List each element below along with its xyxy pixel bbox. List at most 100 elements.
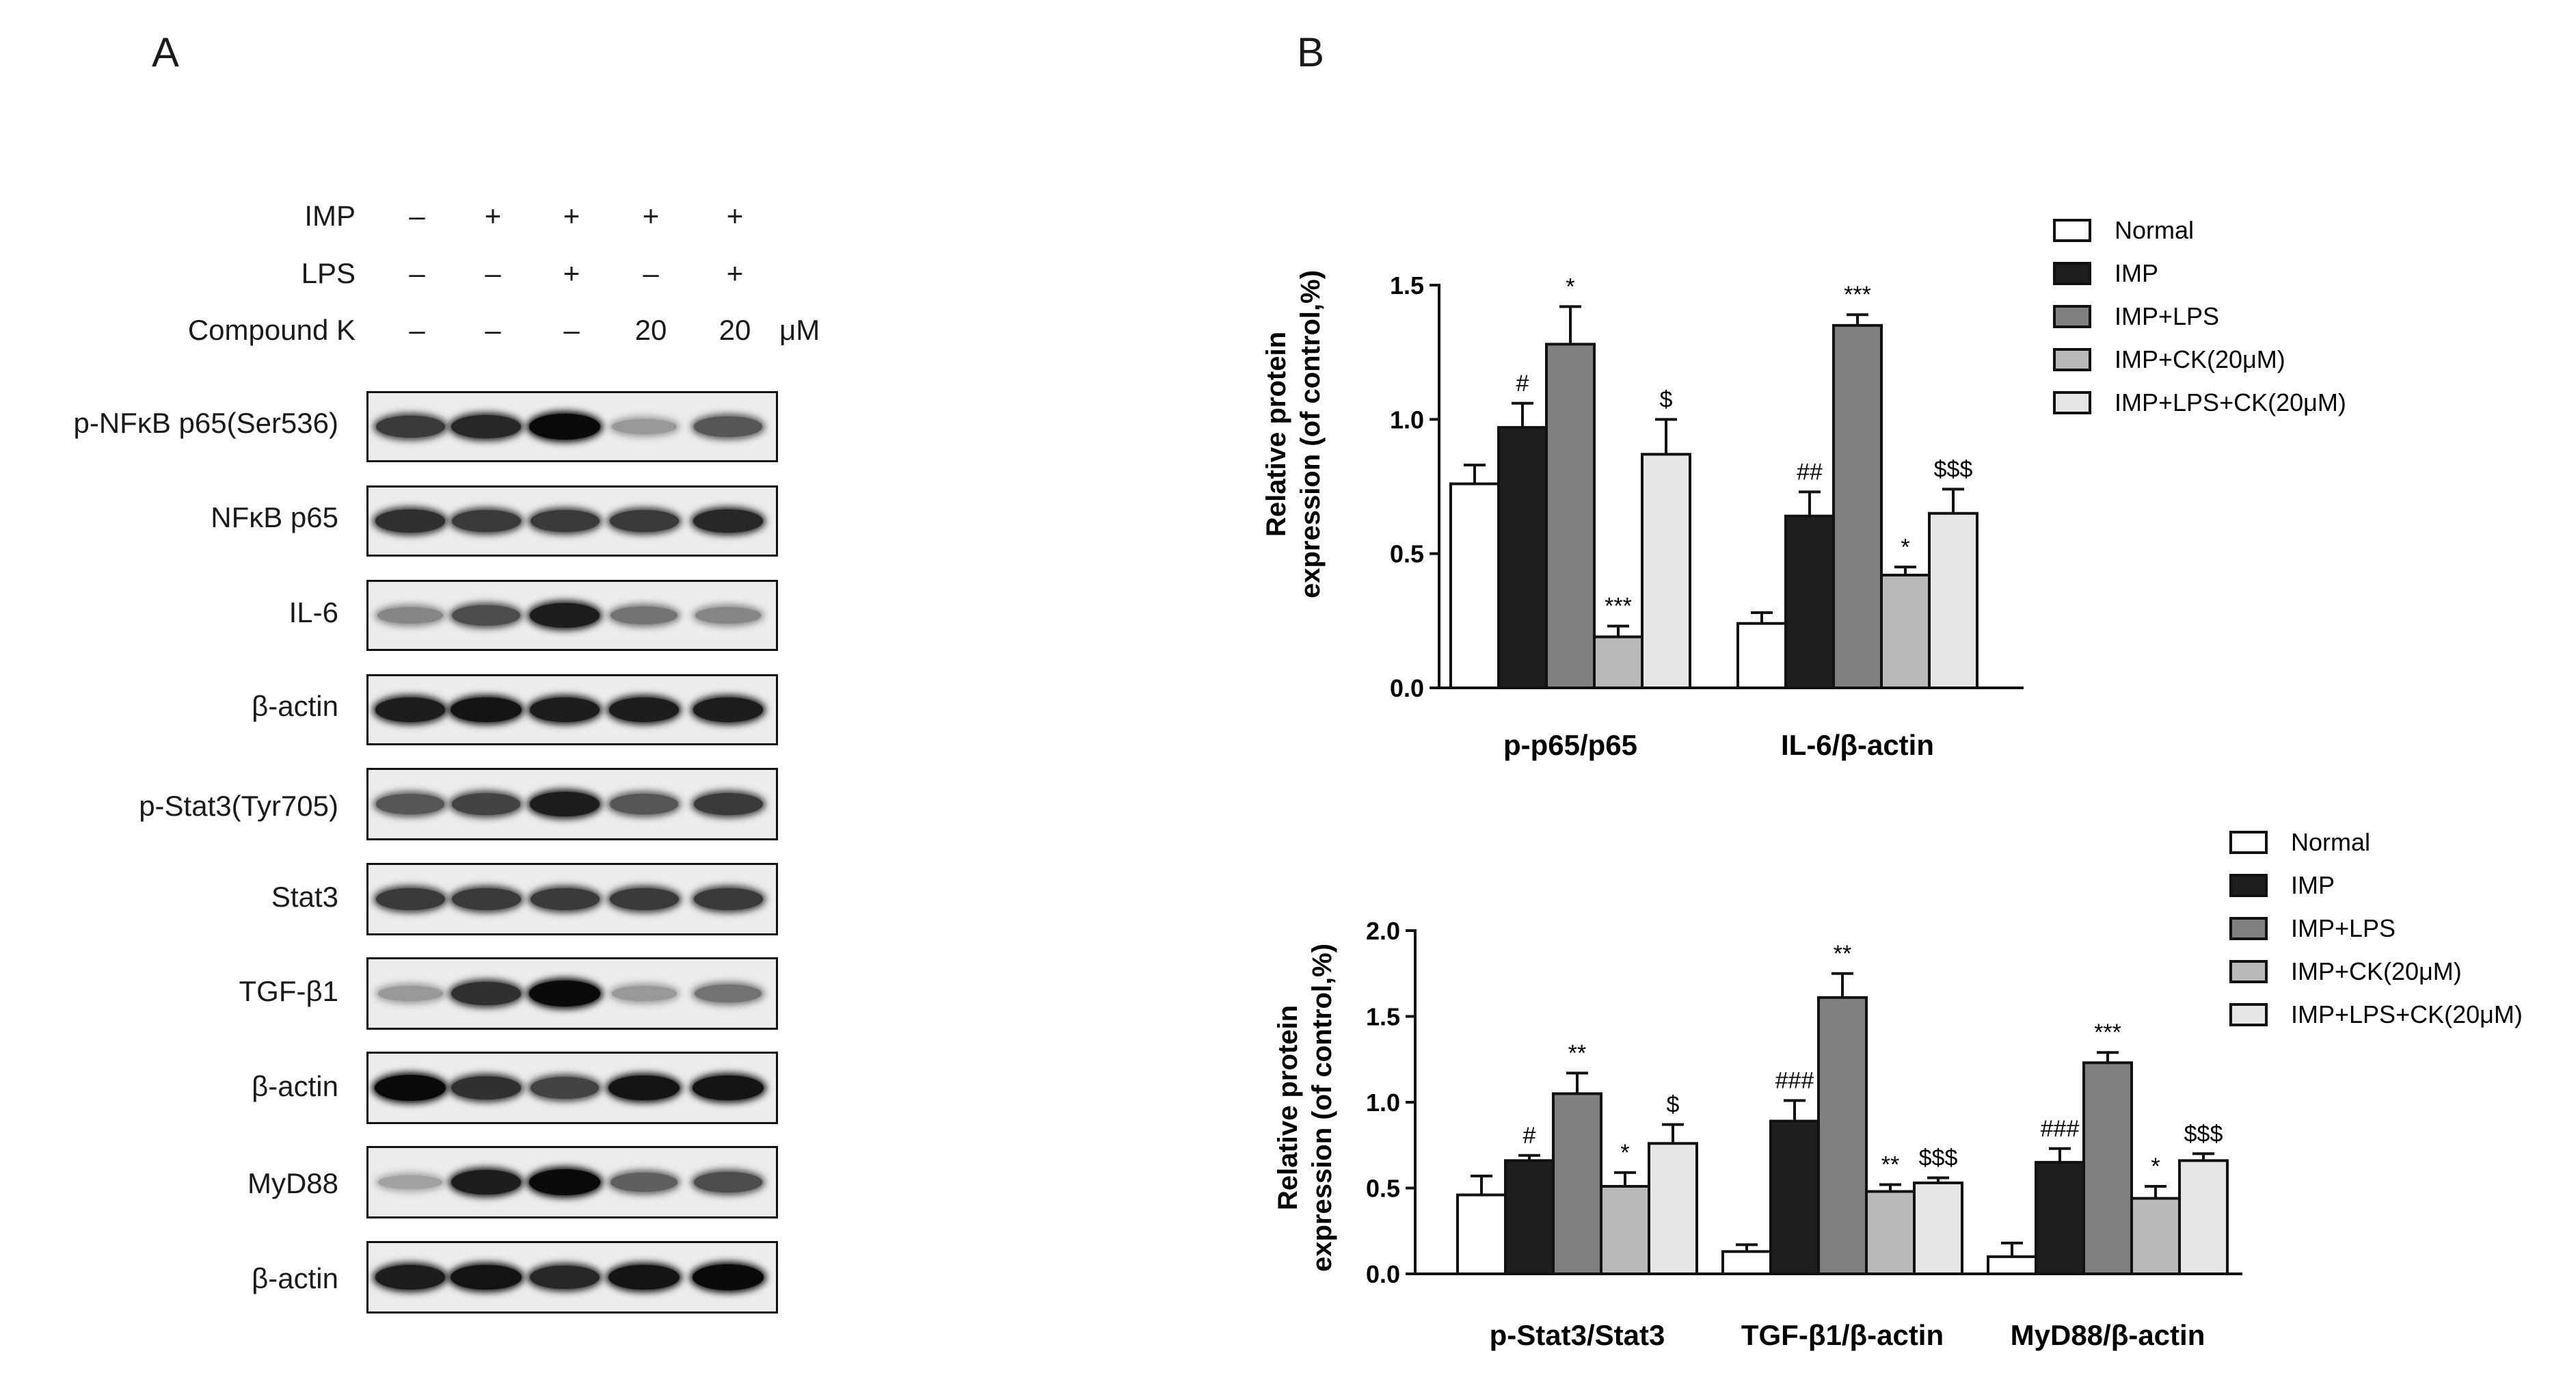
bar (1545, 343, 1596, 690)
blot-band (377, 986, 443, 1001)
blot-band (694, 1171, 762, 1193)
blot-label: p-Stat3(Tyr705) (139, 790, 338, 822)
significance-mark: ### (2041, 1116, 2080, 1142)
blot-strip (366, 957, 778, 1030)
blot-band (693, 1264, 764, 1290)
bar (1593, 635, 1643, 689)
blot-band (529, 1169, 600, 1195)
blot-band (694, 416, 762, 437)
blot-band (611, 986, 677, 1001)
blot-band (611, 419, 677, 434)
significance-mark: # (1523, 1123, 1536, 1149)
legend-swatch (2229, 917, 2268, 940)
blot-band (375, 415, 445, 438)
blot-strip (366, 580, 778, 651)
blot-strip (366, 863, 778, 935)
y-tick-label: 1.0 (1390, 405, 1424, 434)
blot-band (451, 793, 521, 815)
significance-mark: ### (1775, 1067, 1814, 1093)
blot-band (451, 697, 522, 723)
bar (1832, 323, 1883, 689)
legend-label: IMP (2115, 259, 2158, 287)
blot-band (695, 985, 762, 1002)
bar (1987, 1255, 2037, 1276)
y-tick-label: 0.5 (1366, 1175, 1400, 1203)
legend-swatch (2053, 262, 2091, 285)
significance-mark: *** (1844, 282, 1871, 308)
bar (1928, 511, 1978, 689)
bar (1497, 426, 1548, 689)
legend-label: Normal (2115, 216, 2194, 244)
blot-band (451, 1170, 522, 1195)
condition-sign: – (485, 257, 501, 289)
significance-mark: $$$ (1934, 456, 1973, 482)
blot-label: NFκB p65 (211, 501, 338, 533)
blot-band (530, 1077, 600, 1099)
condition-sign: 20 (634, 314, 667, 346)
blot-label: p-NFκB p65(Ser536) (73, 407, 339, 439)
bar (1784, 514, 1835, 689)
significance-mark: ** (1834, 941, 1851, 967)
legend-label: IMP+LPS+CK(20μM) (2291, 1000, 2523, 1028)
blot-band (452, 604, 520, 626)
bar (1504, 1159, 1555, 1275)
significance-mark: $ (1660, 386, 1673, 412)
blot-label: IL-6 (289, 596, 338, 628)
bar (1769, 1119, 1820, 1275)
blot-band (529, 697, 600, 722)
blot-label: MyD88 (247, 1167, 338, 1199)
legend-label: IMP (2291, 871, 2335, 899)
significance-mark: $$$ (1919, 1145, 1958, 1171)
legend-label: IMP+CK(20μM) (2115, 345, 2285, 373)
condition-sign: + (484, 200, 502, 232)
blot-band (693, 792, 763, 816)
blot-band (377, 1175, 443, 1190)
significance-mark: *** (1605, 594, 1632, 619)
condition-sign: – (409, 200, 425, 232)
blot-band (375, 509, 445, 533)
condition-sign: 20 (719, 314, 751, 346)
blot-label: β-actin (252, 1070, 338, 1102)
legend-swatch (2229, 831, 2268, 854)
significance-mark: ## (1797, 459, 1823, 485)
bar (1641, 453, 1691, 689)
blot-band (608, 1075, 680, 1101)
y-tick-label: 0.0 (1390, 674, 1424, 702)
blot-band (609, 509, 679, 533)
blot-band (693, 697, 764, 722)
blot-strip (366, 391, 778, 462)
blot-band (451, 1076, 521, 1099)
blot-band (529, 792, 600, 816)
y-axis-label: Relative protein (1273, 1005, 1303, 1210)
blot-band (377, 607, 444, 624)
bar (1817, 996, 1868, 1275)
bar (2178, 1159, 2229, 1275)
y-tick-label: 1.5 (1366, 1003, 1400, 1031)
bar (1600, 1184, 1650, 1275)
condition-sign: + (642, 200, 660, 232)
bar (1721, 1250, 1772, 1275)
legend-swatch (2053, 391, 2091, 414)
panel-a-letter: A (152, 29, 180, 75)
blot-band (608, 1264, 680, 1290)
condition-label-lps: LPS (301, 257, 355, 289)
blot-strip (366, 1241, 778, 1314)
condition-sign: + (726, 257, 744, 289)
y-axis-label: expression (of control,%) (1296, 270, 1326, 598)
condition-label-imp: IMP (304, 200, 355, 232)
blot-strip (366, 674, 778, 745)
blot-label: β-actin (252, 1262, 338, 1294)
significance-mark: $ (1667, 1092, 1680, 1118)
category-label: IL-6/β-actin (1781, 729, 1934, 761)
bar (1552, 1092, 1602, 1275)
blot-band (610, 794, 678, 814)
legend-swatch (2229, 960, 2268, 983)
bar (2035, 1160, 2085, 1275)
category-label: p-p65/p65 (1503, 729, 1637, 761)
condition-sign: + (563, 200, 580, 232)
legend-label: IMP+CK(20μM) (2291, 957, 2462, 985)
blot-band (695, 607, 762, 624)
blot-band (529, 603, 600, 628)
bar (1913, 1181, 1963, 1275)
blot-band (451, 509, 521, 533)
